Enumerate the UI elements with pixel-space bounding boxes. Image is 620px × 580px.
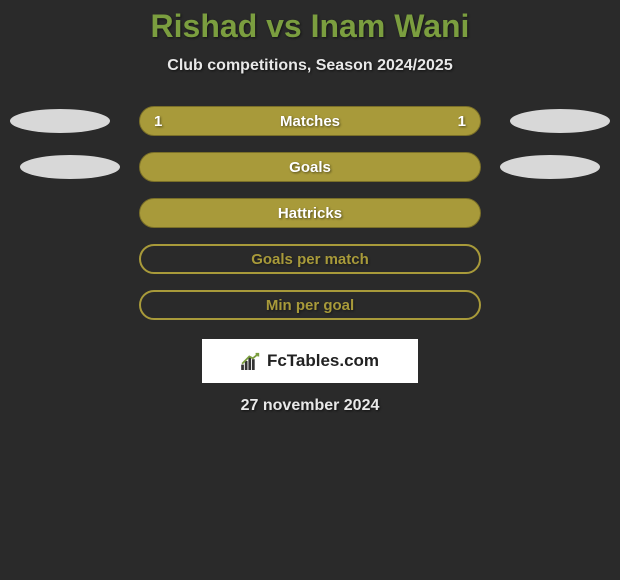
stat-value-right: 1: [458, 113, 466, 130]
stat-row: Hattricks: [0, 197, 620, 229]
player-right-ellipse: [500, 155, 600, 179]
stat-label: Hattricks: [278, 205, 342, 222]
logo-text: FcTables.com: [267, 351, 379, 371]
player-left-ellipse: [10, 109, 110, 133]
stat-label: Goals per match: [251, 251, 369, 268]
player-right-ellipse: [510, 109, 610, 133]
stats-rows: 1 Matches 1 Goals Hattricks Goals per match Mi…: [0, 105, 620, 321]
stat-bar: Goals: [139, 152, 481, 182]
stat-value-left: 1: [154, 113, 162, 130]
fctables-logo-icon: [241, 352, 263, 370]
player-left-ellipse: [20, 155, 120, 179]
stat-bar: Hattricks: [139, 198, 481, 228]
stat-label: Min per goal: [266, 297, 354, 314]
stat-row: Goals per match: [0, 243, 620, 275]
stat-label: Goals: [289, 159, 331, 176]
date-text: 27 november 2024: [0, 397, 620, 415]
comparison-widget: Rishad vs Inam Wani Club competitions, S…: [0, 0, 620, 415]
logo-box[interactable]: FcTables.com: [202, 339, 418, 383]
logo-content: FcTables.com: [241, 351, 379, 371]
stat-bar: Goals per match: [139, 244, 481, 274]
stat-bar: 1 Matches 1: [139, 106, 481, 136]
stat-bar: Min per goal: [139, 290, 481, 320]
subtitle: Club competitions, Season 2024/2025: [0, 57, 620, 75]
stat-label: Matches: [280, 113, 340, 130]
page-title: Rishad vs Inam Wani: [0, 8, 620, 45]
stat-row: Goals: [0, 151, 620, 183]
stat-row: Min per goal: [0, 289, 620, 321]
stat-row: 1 Matches 1: [0, 105, 620, 137]
